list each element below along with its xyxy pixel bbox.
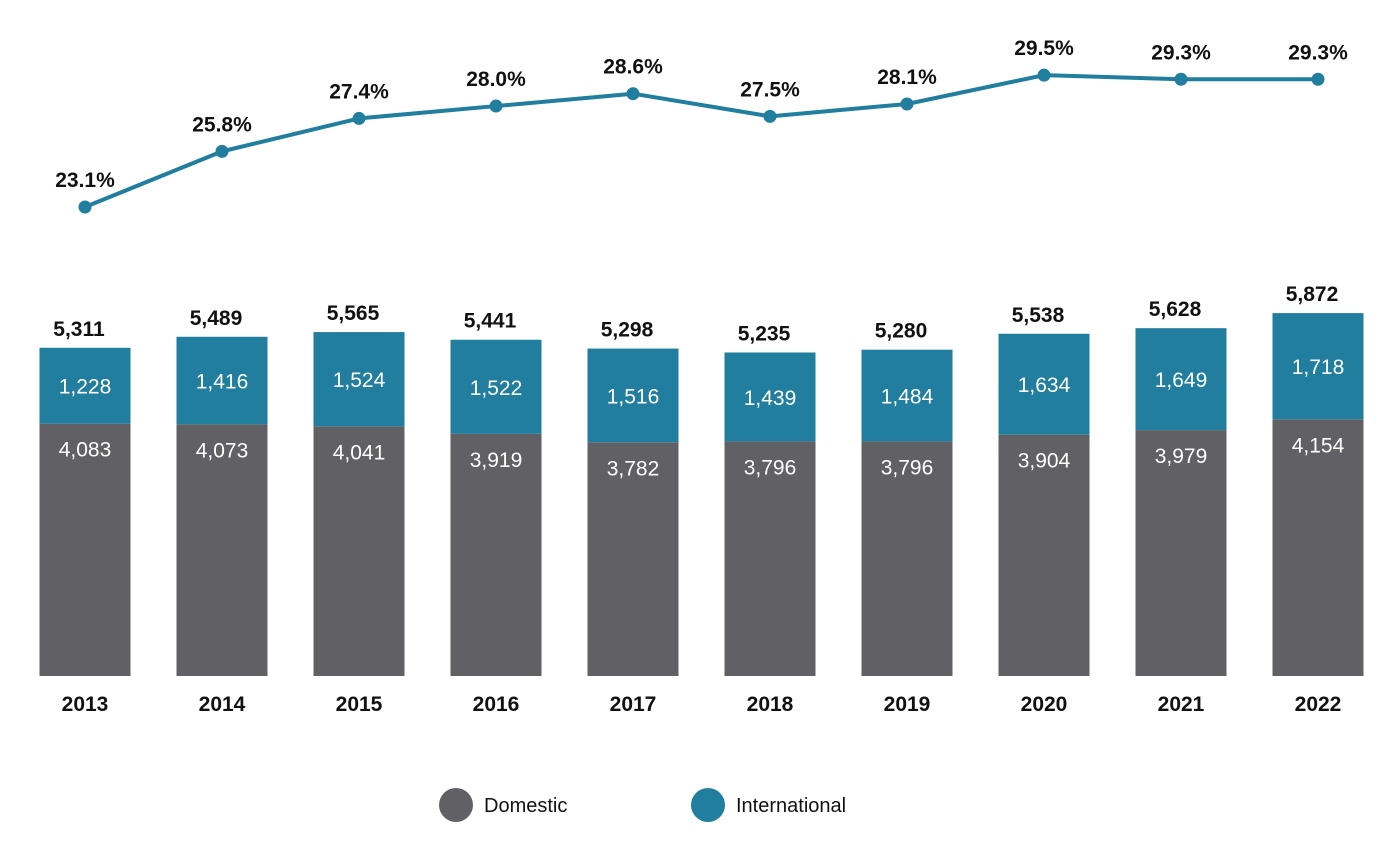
line-point-2014 [215, 144, 229, 158]
legend-label-domestic: Domestic [484, 795, 567, 817]
total-label-2014: 5,489 [190, 307, 243, 330]
x-tick-label-2017: 2017 [610, 693, 657, 716]
line-point-2013 [78, 200, 92, 214]
bar-domestic-2018 [724, 441, 816, 676]
data-label-international-2014: 1,416 [196, 371, 249, 394]
line-layer [78, 68, 1325, 214]
bar-domestic-2022 [1272, 419, 1364, 676]
data-label-international-2018: 1,439 [744, 387, 797, 410]
bar-domestic-2016 [450, 433, 542, 676]
data-label-domestic-2016: 3,919 [470, 449, 523, 472]
legend-swatch-domestic [439, 788, 473, 822]
bar-international-2013 [39, 347, 131, 424]
line-label-2015: 27.4% [329, 80, 389, 103]
x-tick-label-2019: 2019 [884, 693, 931, 716]
bar-domestic-2014 [176, 424, 268, 676]
line-point-2018 [763, 109, 777, 123]
line-point-2019 [900, 97, 914, 111]
bar-international-2017 [587, 348, 679, 443]
legend-label-international: International [736, 795, 846, 817]
bar-domestic-2013 [39, 423, 131, 676]
line-point-2017 [626, 87, 640, 101]
line-label-2016: 28.0% [466, 68, 526, 91]
legend: Domestic International [439, 788, 846, 822]
bar-international-2019 [861, 349, 953, 442]
total-label-2021: 5,628 [1149, 298, 1202, 321]
line-label-2014: 25.8% [192, 113, 252, 136]
x-tick-label-2016: 2016 [473, 693, 520, 716]
bars-layer [39, 313, 1364, 676]
total-label-2013: 5,311 [53, 318, 105, 341]
bar-international-2016 [450, 339, 542, 434]
x-tick-label-2018: 2018 [747, 693, 794, 716]
line-point-2022 [1311, 72, 1325, 86]
x-tick-label-2015: 2015 [336, 693, 383, 716]
total-label-2022: 5,872 [1286, 283, 1339, 306]
line-point-2020 [1037, 68, 1051, 82]
x-tick-label-2020: 2020 [1021, 693, 1068, 716]
data-label-international-2015: 1,524 [333, 369, 386, 392]
bar-domestic-2021 [1135, 430, 1227, 676]
line-label-2022: 29.3% [1288, 41, 1348, 64]
data-label-domestic-2019: 3,796 [881, 456, 934, 479]
legend-swatch-international [691, 788, 725, 822]
bar-international-2021 [1135, 328, 1227, 431]
data-label-international-2022: 1,718 [1292, 356, 1345, 379]
line-label-2013: 23.1% [55, 169, 115, 192]
data-label-domestic-2013: 4,083 [59, 439, 112, 462]
total-label-2015: 5,565 [327, 302, 380, 325]
bar-international-2018 [724, 352, 816, 442]
line-point-2016 [489, 99, 503, 113]
x-tick-label-2021: 2021 [1158, 693, 1205, 716]
line-label-2021: 29.3% [1151, 41, 1211, 64]
bar-international-2020 [998, 333, 1090, 435]
bar-domestic-2015 [313, 426, 405, 676]
data-label-domestic-2015: 4,041 [333, 441, 386, 464]
line-point-2021 [1174, 72, 1188, 86]
line-label-2019: 28.1% [877, 66, 937, 89]
data-label-domestic-2021: 3,979 [1155, 445, 1208, 468]
x-tick-label-2022: 2022 [1295, 693, 1342, 716]
line-label-2017: 28.6% [603, 56, 663, 79]
total-label-2019: 5,280 [875, 320, 928, 343]
bar-domestic-2019 [861, 441, 953, 676]
data-label-international-2017: 1,516 [607, 385, 660, 408]
data-label-domestic-2017: 3,782 [607, 457, 660, 480]
total-label-2018: 5,235 [738, 322, 791, 345]
line-label-2018: 27.5% [740, 78, 800, 101]
x-tick-label-2013: 2013 [62, 693, 109, 716]
total-label-2020: 5,538 [1012, 304, 1065, 327]
bar-international-2014 [176, 336, 268, 425]
x-tick-label-2014: 2014 [199, 693, 246, 716]
bar-domestic-2020 [998, 434, 1090, 676]
data-label-domestic-2014: 4,073 [196, 439, 249, 462]
data-label-international-2021: 1,649 [1155, 369, 1208, 392]
data-label-international-2020: 1,634 [1018, 374, 1071, 397]
data-label-domestic-2020: 3,904 [1018, 450, 1071, 473]
labels-layer: 4,083 1,228 5,311 2013 4,073 1,416 5,489 2014 4,… [53, 37, 1348, 716]
line-point-2015 [352, 111, 366, 125]
bar-international-2022 [1272, 313, 1364, 420]
data-label-domestic-2022: 4,154 [1292, 434, 1345, 457]
data-label-international-2016: 1,522 [470, 377, 523, 400]
percentage-line [83, 73, 1320, 209]
data-label-international-2013: 1,228 [59, 376, 112, 399]
total-label-2017: 5,298 [601, 319, 654, 342]
line-label-2020: 29.5% [1014, 37, 1074, 60]
total-label-2016: 5,441 [464, 310, 517, 333]
data-label-domestic-2018: 3,796 [744, 456, 797, 479]
bar-international-2015 [313, 332, 405, 427]
data-label-international-2019: 1,484 [881, 386, 934, 409]
bar-domestic-2017 [587, 442, 679, 676]
